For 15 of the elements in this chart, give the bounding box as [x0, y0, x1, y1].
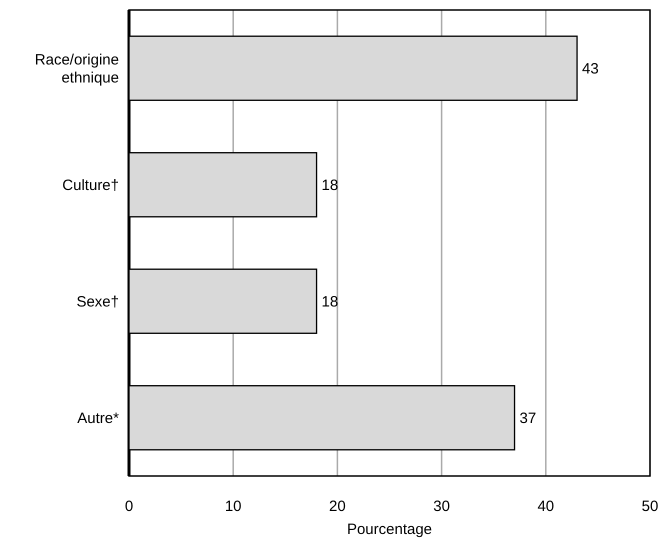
y-tick-label: Autre*: [77, 410, 120, 427]
x-axis-title: Pourcentage: [346, 521, 432, 538]
y-tick-label: Sexe†: [76, 294, 119, 310]
data-label: 37: [520, 410, 536, 427]
data-label: 18: [322, 294, 338, 310]
data-label: 18: [322, 177, 338, 194]
x-tick-label: 10: [224, 498, 242, 515]
x-tick-label: 20: [329, 498, 346, 515]
y-tick-label: Race/origine ethnique: [34, 52, 119, 86]
x-tick-label: 0: [124, 498, 134, 515]
x-tick-label: 30: [433, 498, 450, 515]
y-tick-label: Culture†: [62, 177, 119, 194]
x-tick-label: 50: [642, 498, 658, 515]
x-tick-label: 40: [537, 498, 554, 515]
data-label: 43: [582, 60, 599, 78]
